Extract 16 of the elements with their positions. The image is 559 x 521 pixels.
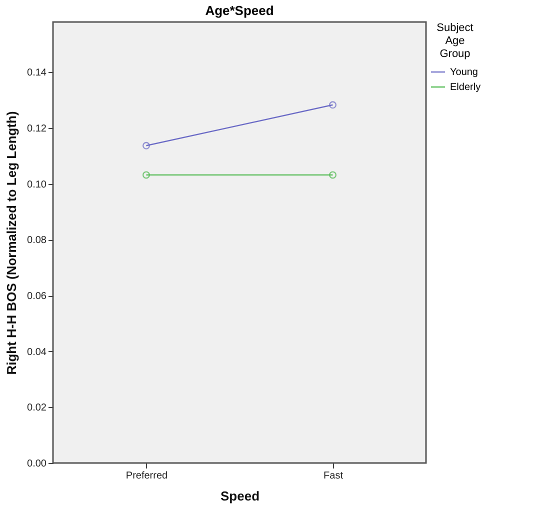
x-tick-label: Preferred [126,470,168,482]
legend-label: Elderly [450,82,481,93]
x-axis-title: Speed [220,488,260,504]
y-tick-label: 0.06 [27,291,47,302]
legend-title: Subject Age Group [436,22,474,60]
y-axis-title: Right H-H BOS (Normalized to Leg Length) [4,111,20,375]
y-tick-label: 0.10 [27,179,47,190]
y-tick-label: 0.02 [27,402,47,414]
y-tick-label: 0.00 [27,458,47,470]
y-tick-label: 0.04 [27,346,47,358]
chart-title: Age*Speed [205,3,274,18]
y-tick-label: 0.14 [27,68,47,79]
y-tick-label: 0.08 [27,235,47,246]
y-tick-label: 0.12 [27,124,47,135]
x-tick-label: Fast [324,470,344,482]
legend-label: Young [450,67,478,78]
